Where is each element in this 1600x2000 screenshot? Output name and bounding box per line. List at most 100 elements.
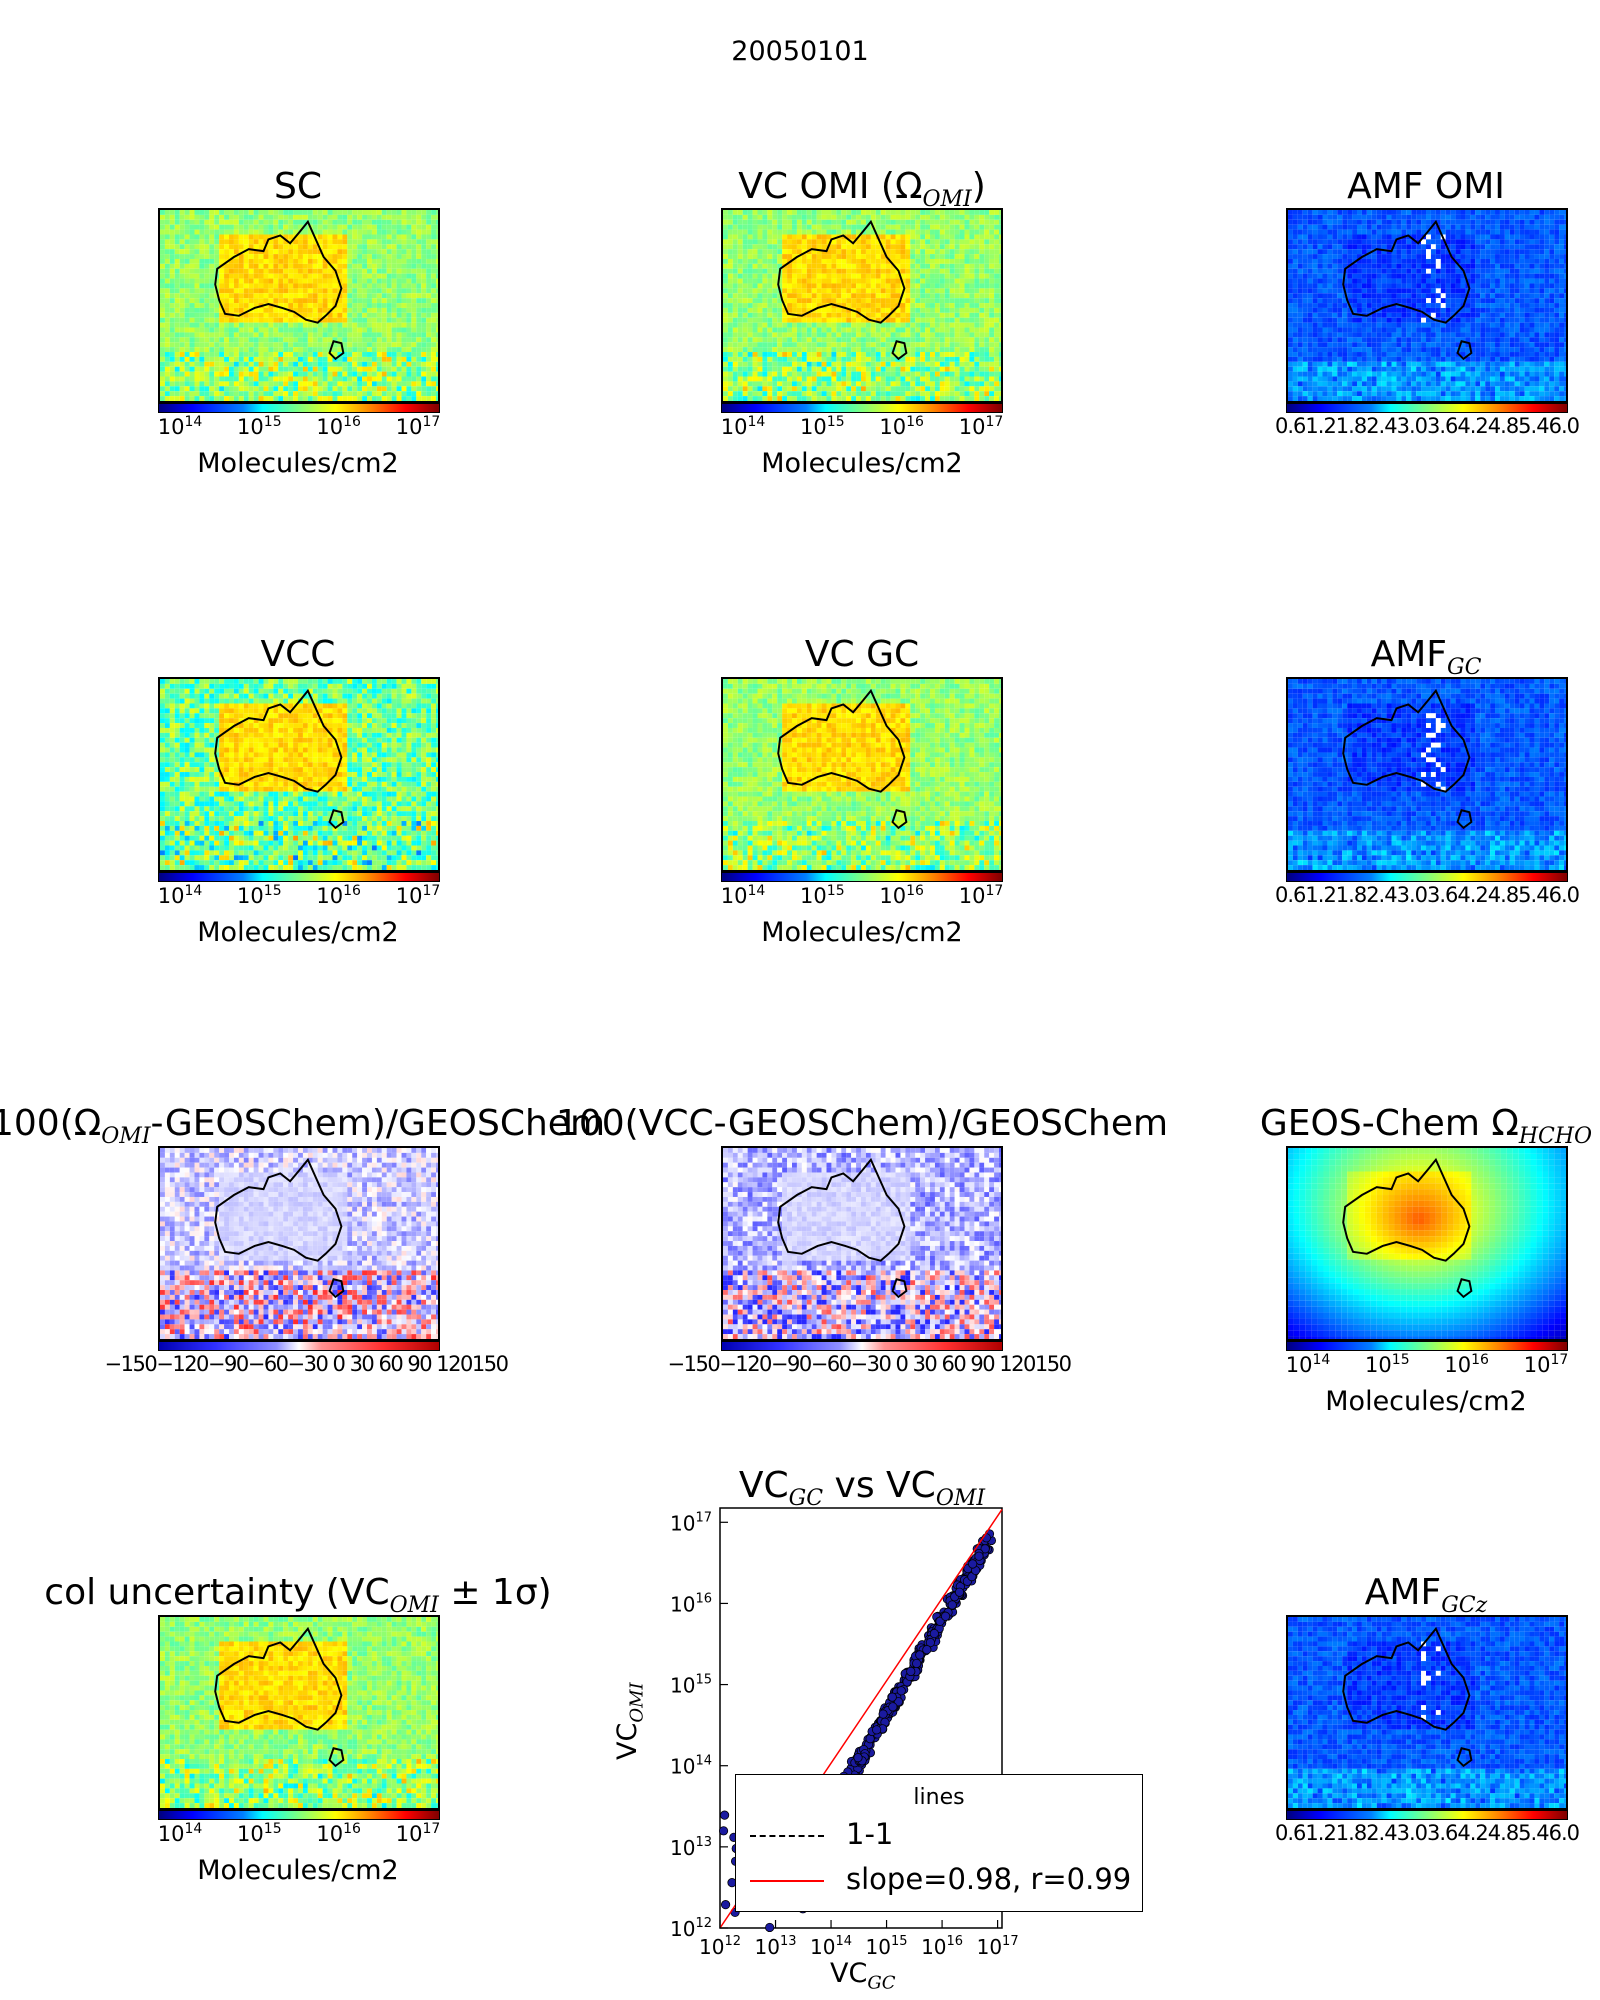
australia-coastline (214, 1157, 343, 1262)
map-field (723, 210, 1001, 401)
y-tick-label: 1017 (670, 1510, 712, 1535)
colorbar-tick-label: 1017 (959, 883, 1004, 908)
vcc-colorbar (158, 872, 440, 882)
scatter-point (906, 1666, 916, 1677)
diff-omi-colorbar-ticks: −150−120−90−60−30 0 30 60 90 120150 (105, 1352, 509, 1376)
diff-omi-map (158, 1146, 440, 1341)
scatter-point (718, 1826, 729, 1836)
tasmania-coastline (1456, 340, 1473, 361)
scatter-point (887, 1692, 897, 1702)
y-tick-label: 1015 (670, 1673, 712, 1698)
colorbar-tick-label: 1016 (1444, 1352, 1489, 1377)
map-field (723, 679, 1001, 870)
vc-gc-colorbar-label: Molecules/cm2 (761, 917, 963, 948)
vc-omi-colorbar-label: Molecules/cm2 (761, 448, 963, 479)
tasmania-coastline (891, 809, 908, 830)
geos-chem-map (1286, 1146, 1568, 1341)
scatter-point (922, 1645, 932, 1655)
sc-colorbar-label: Molecules/cm2 (197, 448, 399, 479)
map-field (1288, 679, 1566, 870)
x-tick-label: 1017 (977, 1934, 1019, 1959)
colorbar-tick-label: 1016 (879, 414, 924, 439)
colorbar-tick-label: 1014 (158, 414, 203, 439)
colorbar-tick-label: 1017 (959, 414, 1004, 439)
scatter-point (912, 1658, 922, 1669)
col-uncertainty-title: col uncertainty (VCOMI ± 1σ) (44, 1572, 551, 1618)
colorbar-tick-label: 1014 (158, 883, 203, 908)
tasmania-coastline (328, 809, 345, 830)
colorbar-tick-label: 1014 (721, 883, 766, 908)
amf-gc-map (1286, 677, 1568, 872)
map-field (1288, 1617, 1566, 1808)
australia-coastline (777, 219, 906, 324)
diff-omi-title: 100(ΩOMI-GEOSChem)/GEOSChem (0, 1103, 605, 1149)
scatter-point (765, 1922, 775, 1933)
figure-date-title: 20050101 (0, 36, 1600, 67)
vcc-map (158, 677, 440, 872)
sc-map (158, 208, 440, 403)
australia-coastline (1342, 219, 1471, 324)
sc-colorbar (158, 403, 440, 413)
colorbar-tick-label: 1015 (1365, 1352, 1410, 1377)
scatter-point (929, 1628, 939, 1639)
amf-gc-colorbar (1286, 872, 1568, 882)
amf-gcz-colorbar (1286, 1810, 1568, 1820)
x-tick-label: 1016 (921, 1934, 963, 1959)
australia-coastline (1342, 1626, 1471, 1731)
map-field (160, 210, 438, 401)
scatter-point (940, 1611, 951, 1621)
tasmania-coastline (328, 1278, 345, 1299)
scatter-point (947, 1600, 957, 1610)
colorbar-tick-label: 1017 (396, 883, 441, 908)
tasmania-coastline (891, 340, 908, 361)
scatter-title: VCGC vs VCOMI (739, 1465, 985, 1511)
legend-item-slope: slope=0.98, r=0.99 (750, 1862, 1131, 1896)
vcc-colorbar-label: Molecules/cm2 (197, 917, 399, 948)
colorbar-tick-label: 1016 (879, 883, 924, 908)
map-field (160, 1148, 438, 1339)
scatter-plot: 1012 1013 1014 1015 1016 1017 1012 1013 1014 1015… (670, 1507, 1019, 1959)
legend-title: lines (736, 1785, 1142, 1810)
sc-title: SC (274, 166, 322, 207)
x-tick-label: 1015 (866, 1934, 908, 1959)
vc-omi-colorbar (721, 403, 1003, 413)
vc-gc-colorbar (721, 872, 1003, 882)
geos-chem-colorbar (1286, 1341, 1568, 1351)
amf-gc-title: AMFGC (1371, 634, 1482, 680)
legend-item-one-to-one: 1-1 (750, 1817, 893, 1851)
amf-gcz-title: AMFGCz (1365, 1572, 1487, 1618)
australia-coastline (777, 1157, 906, 1262)
diff-vcc-title: 100(VCC-GEOSChem)/GEOSChem (556, 1103, 1168, 1144)
tasmania-coastline (1456, 1747, 1473, 1768)
australia-coastline (1342, 688, 1471, 793)
scatter-point (925, 1637, 936, 1648)
colorbar-tick-label: 1016 (316, 1821, 361, 1846)
tasmania-coastline (891, 1278, 908, 1299)
scatter-point (893, 1697, 904, 1707)
map-field (1288, 1148, 1566, 1339)
y-tick-label: 1013 (670, 1835, 712, 1860)
x-tick-label: 1012 (699, 1934, 741, 1959)
colorbar-tick-label: 1017 (396, 1821, 441, 1846)
australia-coastline (214, 1626, 343, 1731)
scatter-point (954, 1587, 965, 1597)
y-tick-label: 1012 (670, 1916, 712, 1941)
scatter-point (974, 1551, 984, 1561)
amf-omi-title: AMF OMI (1347, 166, 1505, 207)
vc-gc-map (721, 677, 1003, 872)
tasmania-coastline (1456, 1278, 1473, 1299)
amf-gcz-colorbar-ticks: 0.61.21.82.43.03.64.24.85.46.0 (1275, 1821, 1580, 1845)
colorbar-tick-label: 1015 (800, 414, 845, 439)
tasmania-coastline (328, 1747, 345, 1768)
amf-omi-map (1286, 208, 1568, 403)
vc-omi-title: VC OMI (ΩOMI) (738, 166, 986, 212)
vcc-title: VCC (261, 634, 336, 675)
colorbar-tick-label: 1014 (1286, 1352, 1331, 1377)
scatter-point (872, 1725, 882, 1735)
scatter-point (720, 1810, 730, 1820)
map-field (160, 1617, 438, 1808)
scatter-y-axis-label: VCOMI (612, 1682, 647, 1760)
map-field (160, 679, 438, 870)
amf-omi-colorbar (1286, 403, 1568, 413)
tasmania-coastline (328, 340, 345, 361)
